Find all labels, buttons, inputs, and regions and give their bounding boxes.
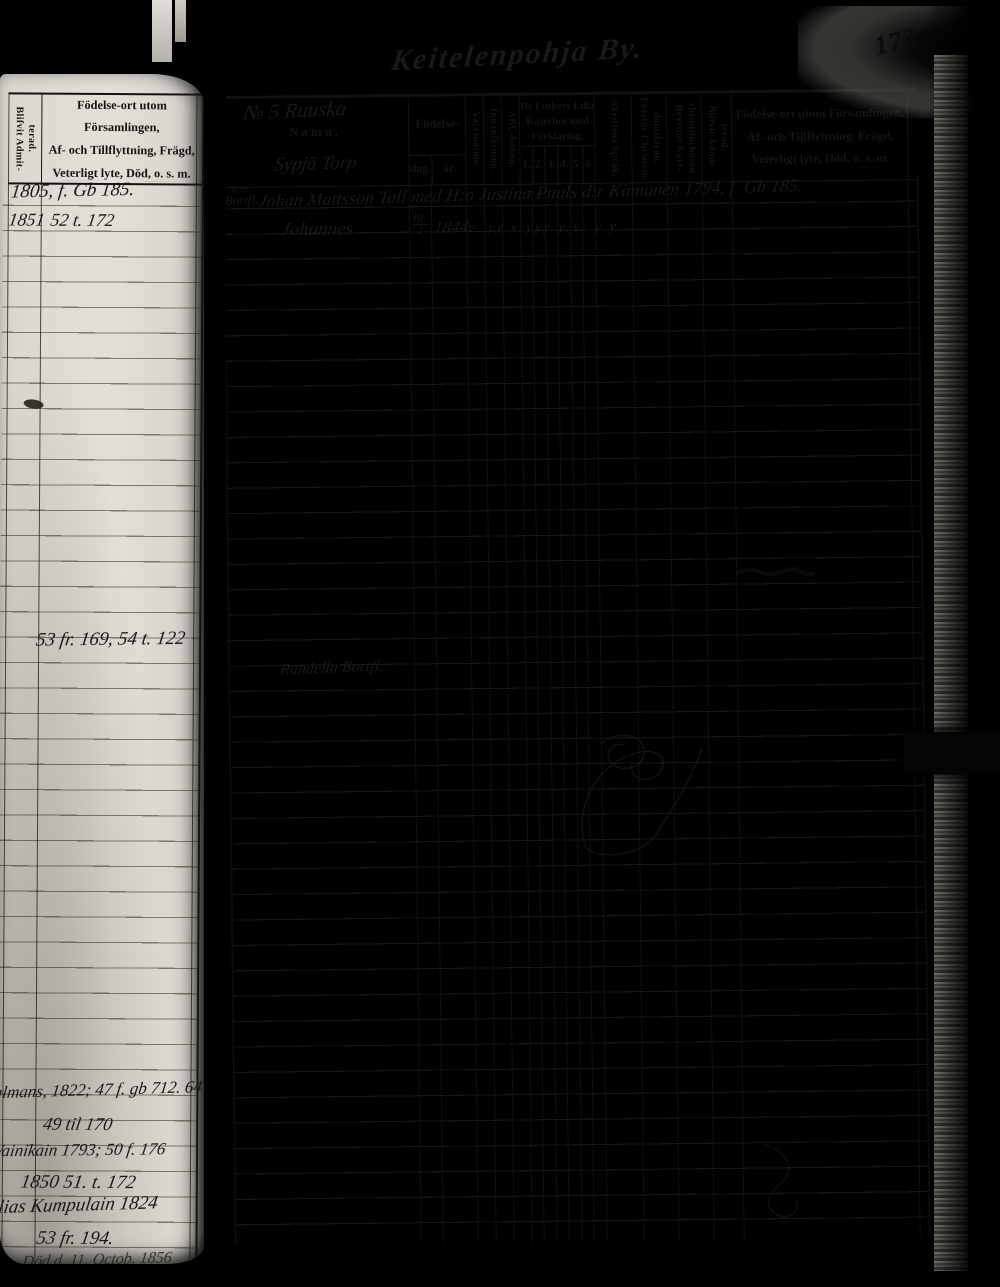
attended-label: Bevistat Kate- chismiförhören [673, 102, 698, 174]
vaccination-column-header: Vaccination. [464, 96, 485, 185]
catechism-col: 5. [569, 145, 584, 184]
handwritten-entry: 53 fr. 194. [34, 1227, 116, 1250]
catechism-col: 2. [531, 146, 546, 184]
handwritten-entry: Wainikain 1793; 50 f. 176 [0, 1139, 167, 1161]
handwritten-entry: 1850 51. t. 172 [19, 1171, 138, 1194]
left-notes-column: Födelse-ort utom Församlingen, Af- och T… [41, 95, 203, 184]
admitted-label: Blifvit Admit- terad. [13, 106, 38, 171]
household-number: № 5 Ruuska [242, 95, 349, 125]
birth-year: 1844 [432, 217, 470, 237]
birth-column-header: Födelse- dag. år. [407, 96, 467, 185]
birth-label: Födelse- [415, 116, 460, 131]
catechism-column-header: Dr Luthers Lilla Kateches med Förklaring… [518, 94, 596, 184]
child-name: Johannes [279, 218, 355, 241]
reading-label: Innanläsning. [488, 107, 500, 172]
birth-day-denominator: 2 [412, 223, 428, 237]
attended-column-header: Bevistat Kate- chismiförhören [665, 93, 703, 183]
farm-name: Sypjä Torp [272, 152, 359, 176]
edge-shadow [930, 0, 1000, 1287]
row-tag: Bortfl. [226, 191, 260, 209]
scripture-label: Skriftens Språk. [608, 100, 621, 177]
understands-column-header: Förstår Christen- domsläran. [630, 94, 668, 183]
birth-day-numerator: 10 [411, 211, 424, 224]
birth-subrow: dag. år. [409, 154, 467, 185]
admitted-column-header: Blifvit Admit- terad. [700, 93, 733, 182]
reading-column-header: Innanläsning. [482, 95, 503, 185]
day-label: dag. [410, 162, 431, 175]
bookmark-slip [175, 0, 186, 42]
index-tab [903, 732, 1000, 774]
notes-column-header: Födelse-ort utom Församlingen, Af- och T… [730, 91, 909, 182]
examination-marks: v. yy y yyy y y: y y [467, 219, 619, 237]
namn-label: Namn. [288, 123, 342, 140]
divider [230, 145, 401, 148]
header-right-border [906, 91, 909, 180]
right-page-scan: Keitelenpohja By. Namn. № 5 Ruuska Sypjä… [226, 30, 940, 1272]
notes-line: Veterligt lyte, Död, o. s. m. [751, 150, 890, 167]
catechism-col: 4. [557, 146, 571, 184]
table-header: Namn. № 5 Ruuska Sypjä Torp Födelse- dag… [226, 88, 917, 189]
understands-label: Förstår Christen- domsläran. [638, 97, 663, 180]
catechism-title: Dr Luthers Lilla Kateches med Förklaring… [520, 100, 595, 143]
vaccination-label: Vaccination. [470, 111, 482, 169]
handwritten-entry: 53 fr. 169, 54 t. 122 [34, 627, 187, 651]
handwritten-entry: 49 til 170 [41, 1113, 114, 1135]
handwritten-entry: 1851 [7, 209, 47, 230]
left-admitted-column: Blifvit Admit- terad. [7, 94, 43, 183]
village-title: Keitelenpohja By. [389, 31, 646, 78]
handwritten-entry: 52 t. 172 [49, 209, 116, 231]
catechism-subcolumns: 1. 2. 3. 4. 5. 6. [520, 144, 596, 184]
bookmark-slip [152, 0, 172, 62]
notes-line: Af- och Tillflyttning, Frägd, [48, 142, 195, 158]
catechism-col: 3. [544, 146, 558, 184]
notes-line: Födelse-ort utom Församlingen, [735, 105, 905, 122]
notes-line: Födelse-ort utom Församlingen, [76, 97, 167, 135]
left-page-scan: Blifvit Admit- terad. Födelse-ort utom F… [0, 74, 204, 1264]
handwritten-entry: 1805, f. Gb 185. [9, 178, 136, 203]
year-label: år. [431, 155, 467, 185]
admitted-label: Blifvit Admit- terad. [705, 105, 730, 170]
notes-line: Af- och Tillflyttning, Frägd, [747, 128, 894, 144]
right-ruled-lines [226, 176, 929, 1246]
left-header-box: Blifvit Admit- terad. Födelse-ort utom F… [7, 92, 203, 186]
scripture-column-header: Skriftens Språk. [593, 94, 633, 183]
catechism-col: 1. [522, 158, 531, 171]
